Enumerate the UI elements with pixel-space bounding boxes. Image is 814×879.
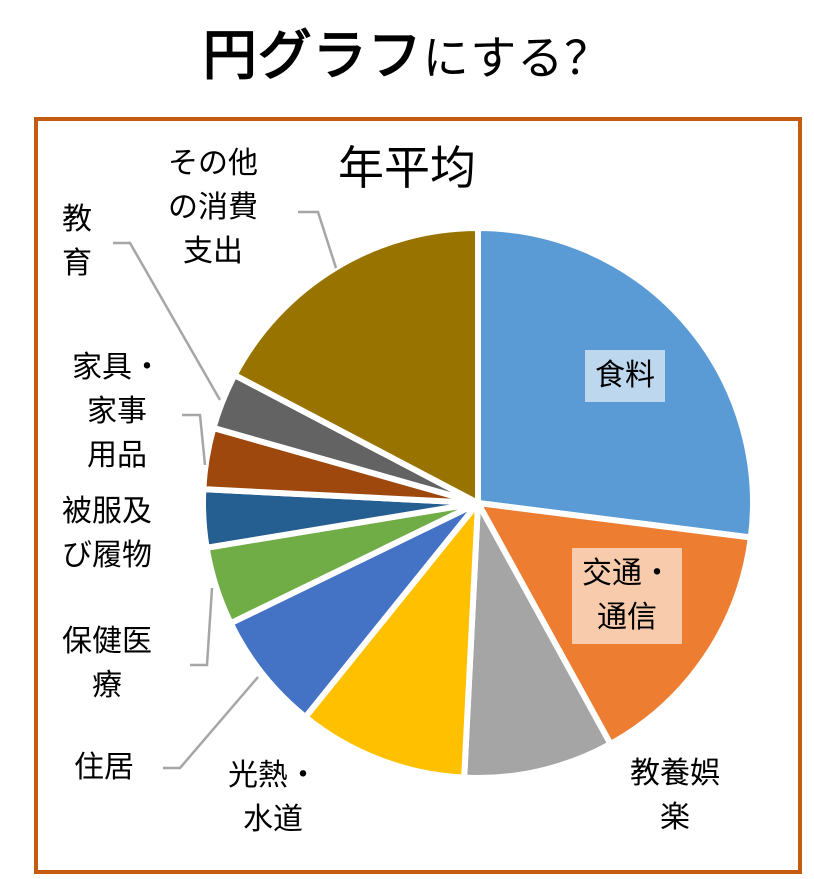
leader-lines — [113, 210, 338, 770]
slice-label-utilities: 光熱・ 水道 — [228, 758, 318, 837]
slice-label-education: 教 育 — [62, 202, 92, 281]
pie-slice — [461, 500, 614, 781]
slice-label-medical: 保健医 療 — [62, 624, 152, 703]
page-title-rest: にする？ — [422, 31, 612, 85]
leader-line-education — [113, 241, 222, 401]
slice-label-furniture: 家具・ 家事 用品 — [72, 350, 162, 473]
leader-line-other — [298, 210, 338, 269]
pie-slices — [200, 225, 756, 781]
page-title: 円グラフにする？ — [0, 26, 814, 88]
slice-label-other: その他 の消費 支出 — [168, 146, 258, 269]
slice-label-housing: 住居 — [74, 750, 134, 785]
leader-line-medical — [190, 587, 214, 667]
slice-label-clothing: 被服及 び履物 — [62, 494, 152, 573]
pie-slice — [302, 500, 481, 781]
leader-line-housing — [163, 676, 259, 770]
chart-title: 年平均 — [338, 141, 476, 195]
slice-label-culture: 教養娯 楽 — [630, 756, 720, 835]
leader-line-furniture — [182, 413, 207, 466]
slice-label-transport: 交通・ 通信 — [572, 548, 682, 644]
slice-label-food: 食料 — [585, 350, 665, 402]
page-title-bold: 円グラフ — [202, 24, 423, 87]
chart-frame — [34, 117, 802, 874]
